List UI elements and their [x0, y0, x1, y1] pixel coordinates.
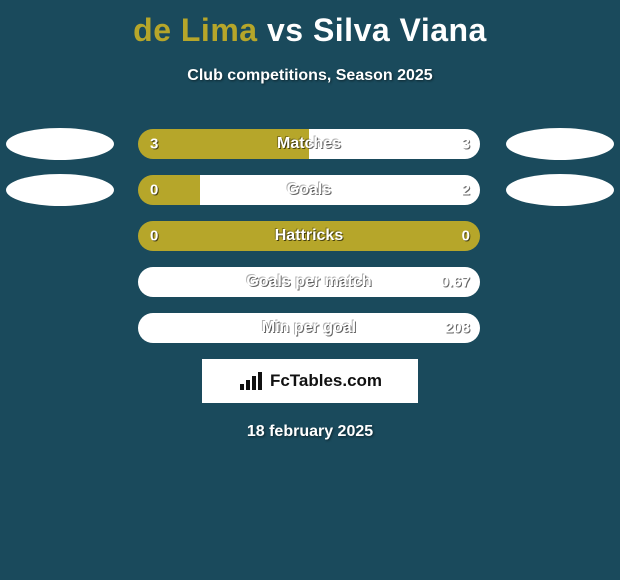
date-label: 18 february 2025 — [0, 423, 620, 441]
subtitle: Club competitions, Season 2025 — [0, 67, 620, 85]
stat-row: Min per goal208 — [0, 313, 620, 343]
bar-track — [138, 313, 480, 343]
comparison-chart: Matches33 Goals02 Hattricks00 Goals per mat… — [0, 129, 620, 343]
bars-icon — [238, 370, 266, 392]
bar-track — [138, 175, 480, 205]
logo-badge: FcTables.com — [202, 359, 418, 403]
stat-row: Goals02 — [0, 175, 620, 205]
title-right: Silva Viana — [313, 12, 487, 48]
bar-fill-left — [138, 175, 200, 205]
bar-fill-left — [138, 129, 309, 159]
bar-track — [138, 129, 480, 159]
player-marker-right — [506, 128, 614, 160]
title-vs: vs — [258, 12, 313, 48]
bar-fill-right — [309, 129, 480, 159]
page-title: de Lima vs Silva Viana — [0, 0, 620, 49]
bar-fill-left — [138, 221, 480, 251]
bar-track — [138, 221, 480, 251]
bar-track — [138, 267, 480, 297]
bar-fill-right — [200, 175, 480, 205]
bar-fill-right — [138, 267, 480, 297]
player-marker-left — [6, 128, 114, 160]
stat-row: Hattricks00 — [0, 221, 620, 251]
bar-fill-right — [138, 313, 480, 343]
stat-row: Matches33 — [0, 129, 620, 159]
player-marker-left — [6, 174, 114, 206]
title-left: de Lima — [133, 12, 257, 48]
stat-row: Goals per match0.67 — [0, 267, 620, 297]
player-marker-right — [506, 174, 614, 206]
logo-text: FcTables.com — [270, 371, 382, 391]
